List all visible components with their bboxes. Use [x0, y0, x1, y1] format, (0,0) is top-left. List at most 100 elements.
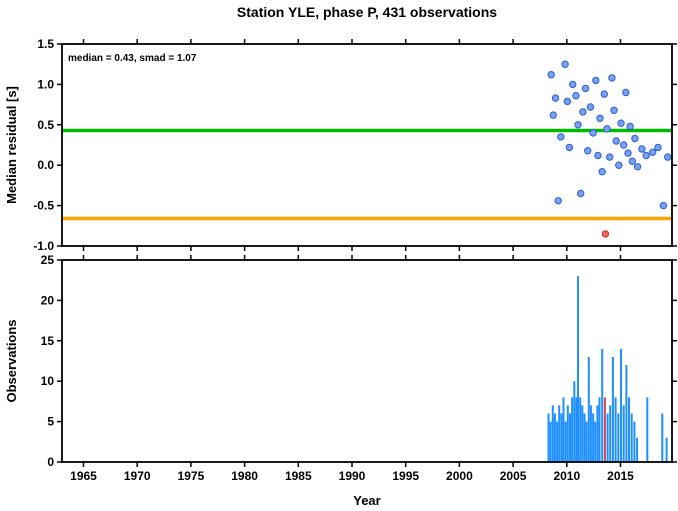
y-tick-label: -0.5: [33, 199, 54, 213]
x-tick-label: 1980: [231, 469, 258, 483]
scatter-point: [563, 97, 571, 106]
scatter-point: [624, 149, 632, 157]
year-axis-label: Year: [353, 493, 380, 508]
histogram-bar: [562, 397, 565, 462]
scatter-point: [664, 153, 672, 161]
scatter-point: [649, 148, 657, 157]
histogram-bar: [564, 421, 567, 462]
histogram-bar: [579, 397, 582, 462]
histogram-bar: [611, 357, 614, 462]
scatter-point: [633, 163, 642, 171]
histogram-bar: [633, 421, 636, 462]
x-tick-label: 1995: [392, 469, 419, 483]
x-tick-label: 1985: [285, 469, 312, 483]
scatter-point: [606, 153, 614, 161]
histogram-bar: [620, 348, 622, 462]
y-tick-label: 10: [41, 374, 55, 388]
histogram-bar: [583, 413, 586, 462]
histogram-bar: [587, 357, 590, 462]
residual-axis-label: Median residual [s]: [4, 86, 19, 204]
histogram-bar: [585, 421, 588, 462]
outlier-bar: [603, 397, 606, 462]
scatter-point: [574, 121, 582, 129]
scatter-point: [572, 92, 580, 100]
x-tick-label: 2000: [446, 469, 473, 483]
chart-title: Station YLE, phase P, 431 observations: [237, 4, 497, 20]
panel-frame: [61, 43, 673, 247]
y-tick-label: -1.0: [33, 239, 54, 253]
histogram-bar: [547, 413, 550, 462]
x-tick-label: 2015: [607, 469, 634, 483]
scatter-point: [589, 129, 597, 137]
scatter-point: [600, 90, 608, 98]
scatter-point: [620, 141, 628, 149]
y-tick-label: 0: [47, 455, 54, 469]
outlier-point: [601, 230, 610, 238]
scatter-point: [554, 197, 562, 205]
scatter-point: [642, 151, 650, 160]
histogram-bar: [606, 413, 609, 462]
histogram-bar: [569, 413, 571, 462]
histogram-bar: [553, 413, 556, 462]
histogram-bar: [628, 397, 630, 462]
histogram-bar: [589, 405, 592, 462]
x-tick-label: 2005: [500, 469, 527, 483]
scatter-point: [592, 76, 600, 85]
x-tick-label: 2010: [553, 469, 580, 483]
scatter-point: [612, 137, 620, 145]
histogram-bar: [566, 405, 569, 462]
x-tick-label: 1965: [70, 469, 97, 483]
histogram-bar: [609, 405, 612, 462]
y-tick-label: 20: [41, 293, 55, 307]
histogram-bar: [556, 421, 559, 462]
histogram-panel: 0 5 10 15 20 25 1965 1970 1975 1980 1985 1990 1995 20…: [41, 253, 677, 483]
y-tick-label: 1.5: [37, 37, 54, 51]
scatter-point: [565, 143, 574, 152]
scatter-point: [628, 157, 636, 165]
histogram-bar: [581, 405, 584, 462]
histogram-bar: [636, 437, 639, 462]
histogram-bar: [573, 381, 576, 462]
histogram-bar: [617, 413, 620, 462]
histogram-bar: [601, 348, 604, 462]
histogram-bar: [614, 397, 617, 462]
scatter-point: [577, 189, 585, 198]
scatter-point: [551, 94, 560, 102]
scatter-point: [598, 168, 606, 176]
histogram-bar: [571, 397, 574, 462]
scatter-point: [561, 60, 569, 68]
scatter-point: [584, 147, 592, 155]
y-tick-label: 0.5: [37, 118, 54, 132]
scatter-point: [659, 201, 668, 210]
scatter-point: [626, 122, 634, 131]
scatter-point: [586, 103, 595, 111]
scatter-point: [547, 71, 555, 79]
y-tick-label: 25: [41, 253, 55, 267]
histogram-bar: [598, 397, 601, 462]
histogram-bar: [575, 397, 578, 462]
x-tick-label: 1990: [339, 469, 366, 483]
scatter-point: [608, 74, 616, 82]
histogram-bar: [549, 421, 552, 462]
scatter-point: [622, 88, 630, 97]
histogram-bar: [558, 405, 561, 462]
median-smad-annotation: median = 0.43, smad = 1.07: [68, 53, 197, 64]
histogram-bar: [592, 413, 595, 462]
x-tick-label: 1975: [178, 469, 205, 483]
scatter-point: [615, 161, 623, 169]
scatter-point: [638, 145, 646, 153]
scatter-point: [610, 106, 618, 115]
scatter-point: [596, 114, 604, 123]
scatter-point: [617, 119, 625, 127]
y-tick-label: 15: [41, 334, 55, 348]
histogram-bar: [577, 276, 579, 462]
y-tick-label: 5: [47, 415, 54, 429]
scatter-point: [557, 133, 565, 141]
scatter-point: [594, 151, 602, 160]
y-tick-label: 1.0: [37, 77, 54, 91]
panel-frame: [61, 259, 673, 463]
scatter-point: [654, 143, 662, 152]
histogram-bar: [594, 421, 597, 462]
